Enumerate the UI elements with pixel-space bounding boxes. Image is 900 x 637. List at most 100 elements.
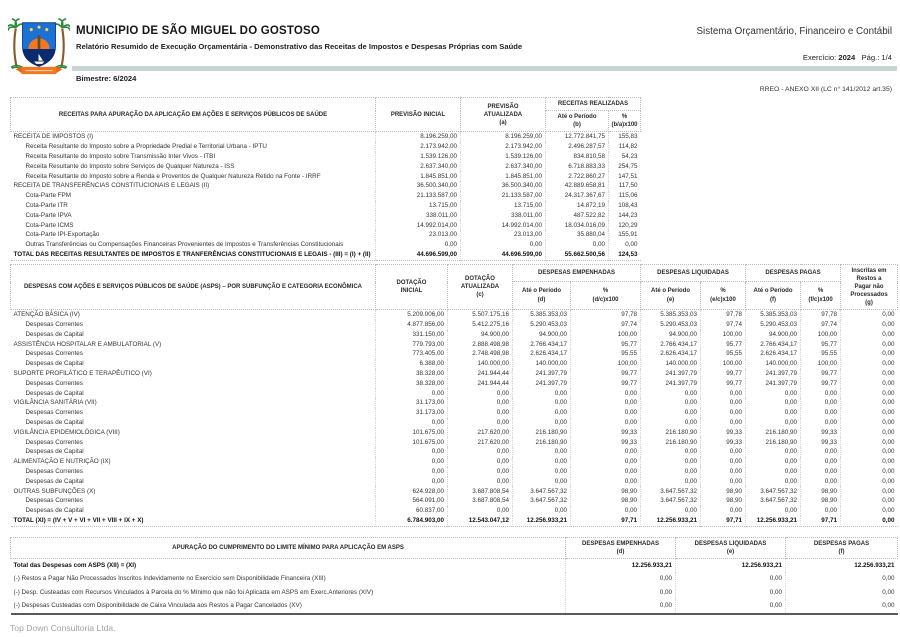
row-label: OUTRAS SUBFUNÇÕES (X) [13,487,96,495]
row-label: Despesas de Capital [25,477,84,485]
row-value: 2.766.434,17 [512,339,571,350]
row-label: Cota-Parte FPM [25,192,72,200]
municipality-name: MUNICIPIO DE SÃO MIGUEL DO GOSTOSO [76,25,321,37]
row-value: 140.000,00 [447,359,513,369]
row-value: 0,00 [840,309,898,320]
row-value: 0,00 [800,447,841,458]
row-value: 0,00 [840,417,898,428]
row-value: 0,00 [700,408,746,418]
row-value: 0,00 [800,476,841,487]
row-value: 0,00 [569,476,641,487]
row-value: 0,00 [840,457,898,467]
bimester-label: Bimestre: 6/2024 [76,74,137,83]
row-label: VIGILÂNCIA SANITÁRIA (VII) [13,399,97,407]
row-value: 3.647.567,32 [512,496,571,507]
row-value: 2.173.942,00 [375,142,461,152]
table-row: Cota-Parte ICMS 14.992.014,00 14.992.014,0… [11,220,641,231]
row-value: 95,77 [569,339,641,350]
row-value: 624.928,00 [375,486,448,497]
table-row: Despesas de Capital 0,00 0,00 0,00 0,00 0,00 0… [11,447,898,458]
row-value: 38.328,00 [375,368,448,379]
row-value: 0,00 [700,447,746,458]
row-label: ATENÇÃO BÁSICA (IV) [13,311,80,319]
exercise-value: 2024 [838,53,856,62]
row-value: 779.793,00 [375,339,448,350]
row-label: Despesas Correntes [25,497,83,505]
row-value: 0,00 [800,466,841,477]
row-label: (-) Despesas Custeadas com Disponibilida… [13,602,302,610]
palm-tree-left [8,18,25,69]
col-header-ate-periodo-d: Até o Período (d) [512,280,571,311]
row-value: 95,77 [700,339,746,350]
row-value: 0,00 [640,506,701,516]
row-value: 0,00 [745,417,801,428]
row-value: 14.992.014,00 [375,220,461,231]
row-value: 12.772.841,75 [545,131,609,143]
row-label: Receita Resultante do Imposto sobre a Re… [25,172,321,180]
row-value: 23.013,00 [375,230,461,241]
row-value: 0,00 [840,339,898,350]
col-header-empenhadas-group: DESPESAS EMPENHADAS [511,263,642,283]
row-value: 216.180,90 [512,427,571,438]
row-value: 23.013,00 [460,230,546,241]
row-value: 98,90 [569,486,641,497]
row-value: 338.011,00 [375,210,461,221]
row-value: 2.626.434,17 [745,349,801,360]
row-value: 0,00 [840,388,898,399]
row-label: TOTAL DAS RECEITAS RESULTANTES DE IMPOST… [13,251,371,259]
row-value: 95,55 [569,349,641,360]
row-value: 241.397,79 [512,378,571,389]
row-value: 95,55 [700,349,746,360]
row-value: 117,50 [607,181,641,192]
row-value: 216.180,90 [745,437,801,448]
row-label: Outras Transferências ou Compensações Fi… [25,241,344,249]
palm-tree-right [53,18,70,69]
row-value: 6.388,00 [375,359,448,369]
row-value: 12.543.047,12 [447,515,513,527]
row-value: 0,00 [800,457,841,467]
row-value: 3.687.808,54 [447,486,513,497]
exercise-info: Exercício: 2024 Pág.: 1/4 [803,53,892,62]
row-value: 0,00 [840,447,898,458]
row-value: 2.888.498,98 [447,339,513,350]
row-label: (-) Restos a Pagar Não Processados Inscr… [13,575,326,583]
row-value: 254,75 [607,161,641,172]
row-value: 0,00 [375,240,461,250]
row-value: 0,00 [545,240,609,250]
row-value: 115,06 [607,191,641,201]
row-value: 0,00 [700,398,746,409]
table-row: Receita Resultante do Imposto sobre Serv… [11,161,641,172]
row-label: Despesas Correntes [25,321,83,329]
row-value: 0,00 [512,457,571,467]
apuracao-table: APURAÇÃO DO CUMPRIMENTO DO LIMITE MÍNIMO… [10,536,898,615]
row-value: 0,00 [840,515,898,527]
row-value: 97,71 [569,515,641,527]
row-value: 12.256.933,21 [565,558,676,573]
row-value: 241.397,79 [640,378,701,389]
row-value: 0,00 [840,506,898,516]
row-value: 0,00 [447,506,513,516]
row-value: 0,00 [745,457,801,467]
row-value: 0,00 [447,417,513,428]
row-label: Despesas Correntes [25,350,83,358]
row-value: 0,00 [785,599,898,614]
row-value: 155,83 [607,131,641,143]
row-value: 99,33 [800,437,841,448]
row-value: 12.256.933,21 [640,515,701,527]
row-value: 98,90 [700,496,746,507]
row-value: 216.180,90 [512,437,571,448]
row-value: 241.397,79 [640,368,701,379]
row-label: Despesas de Capital [25,360,84,368]
row-value: 241.397,79 [512,368,571,379]
row-label: Despesas Correntes [25,409,83,417]
table-row: Despesas de Capital 0,00 0,00 0,00 0,00 0,00 0… [11,388,898,399]
col-header-apuracao-liquidadas: DESPESAS LIQUIDADAS (e) [675,536,786,559]
row-value: 100,00 [700,359,746,369]
col-header-receitas-realizadas: RECEITAS REALIZADAS [544,96,642,112]
row-value: 0,00 [640,398,701,409]
col-header-previsao-inicial: PREVISÃO INICIAL [375,96,461,133]
table-row: Cota-Parte IPI-Exportação 23.013,00 23.013… [11,230,641,241]
row-label: Despesas de Capital [25,330,84,338]
row-value: 5.507.175,16 [447,309,513,320]
row-value: 99,77 [700,368,746,379]
